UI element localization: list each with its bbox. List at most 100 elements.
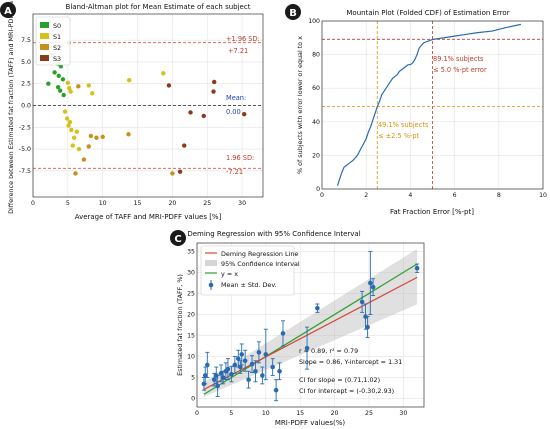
panel-c-plot-frame bbox=[196, 242, 425, 408]
panel-c-xtick-label: 15 bbox=[296, 410, 304, 417]
panel-c-point bbox=[365, 324, 370, 330]
panel-c-point bbox=[239, 352, 245, 357]
panel-c-ytick-label: 10 bbox=[187, 354, 195, 361]
panel-c-point bbox=[304, 345, 310, 351]
panel-a-ytick-label: -7.5 bbox=[19, 168, 31, 175]
panel-c-point bbox=[211, 377, 217, 382]
panel-a-point-s0 bbox=[52, 70, 57, 75]
panel-c-point bbox=[280, 331, 286, 336]
panel-a-ytick-label: -2.5 bbox=[19, 124, 31, 131]
panel-c-point bbox=[368, 280, 373, 286]
panel-b-ytick-label: 80 bbox=[312, 52, 320, 59]
panel-b-annotation-upper-1: 89.1% subjects bbox=[433, 55, 484, 63]
panel-b-badge: B bbox=[285, 4, 301, 20]
panel-c-xtick-label: 20 bbox=[331, 410, 339, 417]
panel-a-point-s1 bbox=[67, 85, 72, 91]
panel-c-regression-line bbox=[203, 276, 418, 390]
panel-a-point-s1 bbox=[70, 143, 75, 148]
panel-c-point bbox=[273, 387, 279, 393]
panel-a-point-s3 bbox=[201, 113, 206, 119]
panel-a-xtick-label: 5 bbox=[66, 200, 70, 207]
panel-a-point-s1 bbox=[65, 80, 71, 86]
panel-a-point-s3 bbox=[241, 112, 247, 117]
panel-c-tick-labels: 0 5 10 15 20 25 30 0 5 10 15 20 25 30 35 bbox=[187, 248, 407, 417]
panel-a-badge: A bbox=[0, 2, 16, 18]
panel-a-legend-label-s0: S0 bbox=[53, 22, 61, 30]
panel-c-title: Deming Regression with 95% Confidence In… bbox=[187, 230, 360, 238]
panel-a-annotations: +1.96 SD: +7.21 Mean: 0.00 1.96 SD: -7.2… bbox=[226, 35, 260, 176]
panel-c-point bbox=[202, 373, 208, 378]
panel-c-point bbox=[242, 358, 248, 364]
panel-b-ytick-label: 40 bbox=[312, 119, 320, 126]
panel-a-legend-label-s3: S3 bbox=[53, 55, 61, 63]
panel-c-xtick-label: 10 bbox=[262, 410, 270, 417]
panel-c-legend-box bbox=[200, 245, 295, 296]
panel-a-legend-box bbox=[35, 16, 71, 66]
panel-c-point bbox=[263, 352, 269, 357]
panel-c-points bbox=[201, 250, 420, 402]
panel-c-stats: r = 0.89, r² = 0.79 Slope = 0.86, Y-inte… bbox=[299, 347, 402, 395]
panel-b-badge-letter: B bbox=[289, 8, 297, 19]
panel-a-point-s1 bbox=[76, 146, 82, 152]
panel-c-identity-line bbox=[203, 263, 418, 395]
panel-a-point-s3 bbox=[166, 83, 172, 88]
panel-a-point-s1 bbox=[74, 129, 80, 134]
panel-a-legend-swatch-s1 bbox=[40, 33, 49, 39]
panel-a-xtick-label: 20 bbox=[168, 200, 176, 207]
panel-a-xtick-label: 0 bbox=[31, 200, 35, 207]
panel-b-xtick-label: 6 bbox=[453, 192, 457, 199]
panel-a-point-s1 bbox=[86, 83, 91, 88]
panel-a-point-s0 bbox=[57, 88, 63, 93]
panel-c-badge: C bbox=[170, 230, 186, 246]
panel-c-xtick-label: 30 bbox=[399, 410, 407, 417]
panel-c-point bbox=[253, 368, 258, 374]
panel-c-ytick-label: 25 bbox=[187, 290, 195, 297]
panel-a-lower-loa-value: -7.21 bbox=[226, 168, 243, 176]
panel-b-annotation-upper-2: ≤ 5.0 %-pt error bbox=[433, 66, 487, 74]
panel-a-point-s1 bbox=[67, 119, 73, 125]
panel-c-badge-letter: C bbox=[174, 234, 181, 245]
panel-c-point bbox=[270, 364, 275, 370]
panel-b-xtick-label: 0 bbox=[320, 192, 324, 199]
panel-c-point bbox=[260, 373, 265, 378]
panel-c-ytick-label: 0 bbox=[191, 396, 195, 403]
panel-a-badge-letter: A bbox=[4, 6, 12, 17]
panel-a-point-s1 bbox=[126, 78, 132, 83]
panel-a-mean-value: 0.00 bbox=[226, 108, 241, 116]
panel-a-point-s3 bbox=[182, 143, 187, 148]
panel-a-plot-frame bbox=[32, 13, 264, 198]
panel-c-xtick-label: 0 bbox=[195, 410, 199, 417]
panel-b-annotation-lower-2: ≤ ±2.5 %-pt bbox=[378, 132, 420, 140]
panel-c-stat-ci-slope: CI for slope = (0.71,1.02) bbox=[299, 376, 380, 384]
panel-c-point bbox=[256, 350, 262, 355]
panel-a-upper-loa-value: +7.21 bbox=[228, 47, 248, 55]
panel-b-xtick-label: 10 bbox=[539, 192, 547, 199]
panel-b-reference-lines bbox=[322, 21, 543, 189]
panel-c-point bbox=[205, 362, 210, 368]
panel-c-point bbox=[235, 356, 241, 361]
panel-a-point-s1 bbox=[64, 116, 70, 121]
panel-c-point bbox=[315, 305, 320, 311]
panel-c-confidence-band bbox=[203, 249, 418, 397]
panel-a-point-s1 bbox=[161, 71, 166, 76]
panel-a-point-s0 bbox=[46, 81, 51, 86]
panel-c-legend-swatch-ci bbox=[205, 260, 217, 266]
panel-a-point-s0 bbox=[55, 85, 61, 90]
panel-a-reference-lines bbox=[33, 42, 263, 169]
panel-a-legend: S0 S1 S2 S3 bbox=[35, 16, 71, 66]
panel-c-legend-regression: Deming Regression Line bbox=[221, 250, 298, 258]
panel-c-point bbox=[370, 284, 376, 290]
panel-c-point bbox=[218, 371, 224, 376]
panel-a-xtick-label: 15 bbox=[134, 200, 142, 207]
panel-a-ytick-label: 5.0 bbox=[21, 59, 31, 66]
panel-a-ytick-label: 0.0 bbox=[21, 103, 31, 110]
panel-a-xtick-label: 10 bbox=[99, 200, 107, 207]
panel-a-point-s2 bbox=[126, 132, 131, 137]
panel-a-point-s3 bbox=[211, 89, 216, 94]
panel-a-legend-swatch-s0 bbox=[40, 22, 49, 28]
panel-c-legend-identity: y = x bbox=[221, 270, 238, 278]
panel-a-point-s1 bbox=[66, 123, 71, 128]
panel-a-grid bbox=[32, 14, 263, 197]
panel-a-point-s2 bbox=[100, 134, 105, 140]
